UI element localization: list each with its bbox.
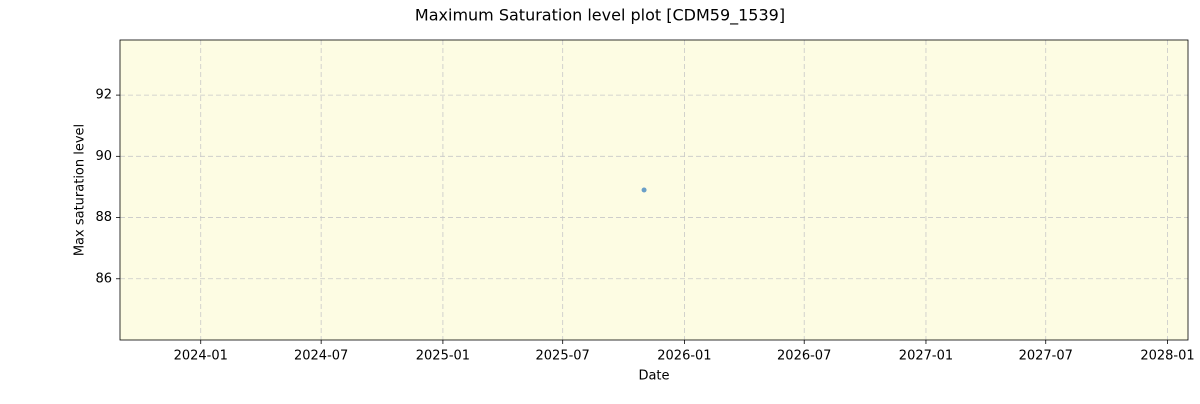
x-tick-label: 2024-01 (174, 349, 228, 364)
chart-title: Maximum Saturation level plot [CDM59_153… (415, 6, 785, 26)
x-tick-label: 2027-01 (899, 349, 953, 364)
x-tick-label: 2026-07 (777, 349, 831, 364)
y-tick-label: 88 (95, 210, 112, 225)
y-tick-label: 90 (95, 149, 112, 164)
x-tick-label: 2027-07 (1019, 349, 1073, 364)
y-tick-label: 86 (95, 271, 112, 286)
x-tick-label: 2026-01 (657, 349, 711, 364)
x-tick-label: 2024-07 (294, 349, 348, 364)
x-tick-label: 2028-01 (1140, 349, 1194, 364)
point (641, 187, 647, 193)
x-tick-label: 2025-07 (536, 349, 590, 364)
x-tick-label: 2025-01 (416, 349, 470, 364)
plot-area (120, 40, 1188, 340)
y-tick-label: 92 (95, 88, 112, 103)
x-axis-label: Date (638, 369, 669, 384)
plot-frame (119, 39, 1189, 341)
y-axis-label: Max saturation level (73, 124, 88, 256)
